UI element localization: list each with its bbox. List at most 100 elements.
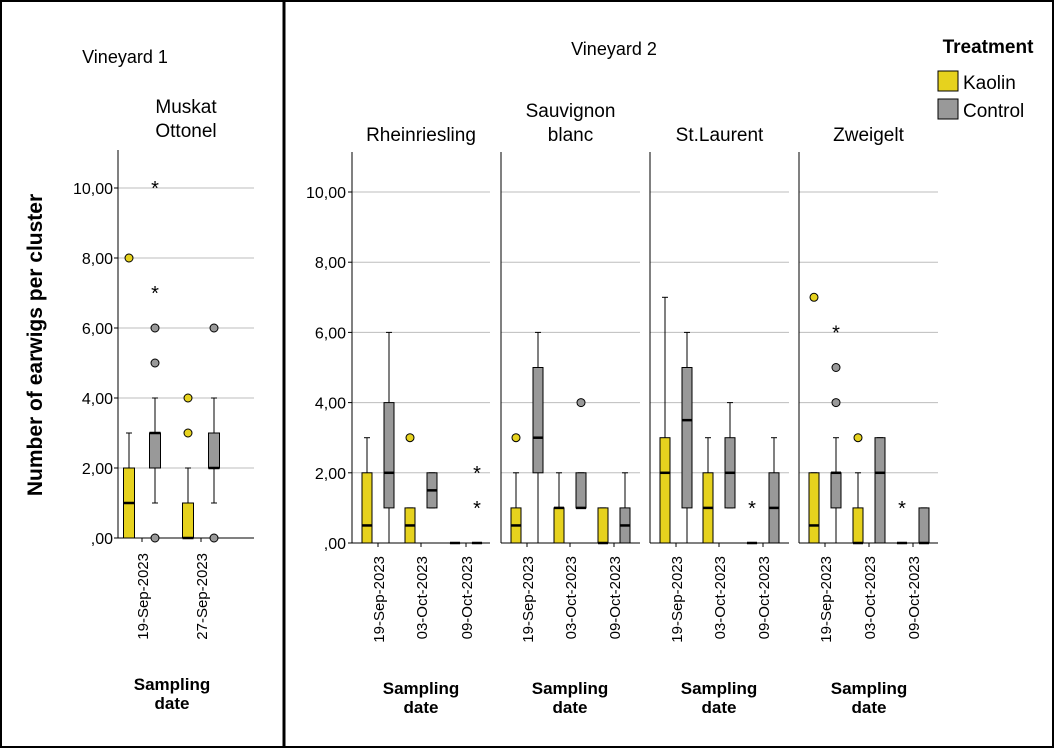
y-tick-label: ,00 (91, 531, 113, 548)
x-tick-label: 03-Oct-2023 (862, 556, 879, 639)
box-iqr (830, 472, 842, 509)
box-kaolin: * (746, 498, 758, 545)
panel-muskat-ottonel: ,00 2,00 4,00 6,00 8,00 10,00 Muskat Ottonel 19-… (73, 97, 254, 713)
x-tick-label: 19-Sep-2023 (520, 556, 537, 643)
extreme-point: * (748, 498, 756, 520)
box-control (575, 398, 587, 510)
outlier-point (183, 393, 193, 403)
panel-stlaurent: St.Laurent 19-Sep-2023 03-Oct-2023 09-Oct-2… (649, 125, 789, 717)
y-tick-label: ,00 (324, 536, 346, 553)
box-control (918, 507, 930, 545)
box-kaolin (553, 472, 565, 544)
panel-title: Zweigelt (833, 125, 904, 146)
extreme-point: * (832, 322, 840, 344)
extreme-point: * (151, 178, 159, 200)
outlier-point (183, 428, 193, 438)
x-axis-label: date (404, 698, 439, 717)
box-kaolin (361, 437, 373, 544)
box-iqr (553, 507, 565, 544)
x-tick-label: 03-Oct-2023 (563, 556, 580, 639)
box-iqr (149, 432, 161, 469)
box-kaolin (597, 507, 609, 545)
box-kaolin (123, 253, 135, 539)
outlier-point (150, 323, 160, 333)
vineyard-1-title: Vineyard 1 (82, 47, 168, 67)
box-iqr (918, 507, 930, 544)
box-kaolin (510, 433, 522, 544)
chart-panels: ,00 2,00 4,00 6,00 8,00 10,00 Muskat Ottonel 19-… (73, 97, 938, 717)
box-iqr (361, 472, 373, 544)
x-tick-label: 09-Oct-2023 (607, 556, 624, 639)
x-axis-label: Sampling (532, 679, 609, 698)
box-control (724, 402, 736, 509)
legend-label-kaolin: Kaolin (963, 73, 1016, 94)
x-tick-label: 19-Sep-2023 (818, 556, 835, 643)
box-control: ** (149, 178, 161, 543)
box-control: * (830, 322, 842, 544)
extreme-point: * (898, 498, 906, 520)
x-axis-label: date (553, 698, 588, 717)
box-iqr (575, 472, 587, 509)
x-axis-label: Sampling (681, 679, 758, 698)
outlier-point (576, 398, 586, 408)
outlier-point (209, 533, 219, 543)
box-iqr (659, 437, 671, 544)
box-iqr (681, 367, 693, 509)
box-control (768, 437, 780, 544)
box-kaolin (659, 296, 671, 544)
outlier-point (809, 292, 819, 302)
panel-title: Ottonel (155, 121, 216, 142)
legend-title: Treatment (943, 37, 1034, 58)
x-tick-label: 03-Oct-2023 (414, 556, 431, 639)
x-tick-label: 09-Oct-2023 (756, 556, 773, 639)
extreme-point: * (473, 498, 481, 520)
extreme-point: * (151, 283, 159, 305)
box-kaolin (808, 292, 820, 544)
box-control: ** (471, 463, 483, 545)
x-tick-label: 09-Oct-2023 (906, 556, 923, 639)
x-tick-label: 19-Sep-2023 (371, 556, 388, 643)
outlier-point (853, 433, 863, 443)
vineyard-2-title: Vineyard 2 (571, 39, 657, 59)
box-iqr (852, 507, 864, 544)
box-control (208, 323, 220, 543)
box-control (681, 331, 693, 544)
outlier-point (150, 358, 160, 368)
y-tick-label: 10,00 (73, 181, 113, 198)
legend-swatch-kaolin (937, 70, 959, 92)
box-iqr (182, 502, 194, 539)
x-tick-label: 19-Sep-2023 (135, 553, 152, 640)
outlier-point (209, 323, 219, 333)
x-tick-label: 03-Oct-2023 (712, 556, 729, 639)
y-tick-label: 10,00 (306, 185, 346, 202)
panel-sauvignon-blanc: Sauvignon blanc 19-Sep-2023 03-Oct-2023 09-O… (500, 101, 640, 717)
box-iqr (208, 432, 220, 469)
x-axis-label: Sampling (134, 675, 211, 694)
box-iqr (532, 367, 544, 474)
legend-label-control: Control (963, 101, 1024, 122)
outlier-point (124, 253, 134, 263)
y-tick-label: 8,00 (315, 255, 346, 272)
panel-zweigelt: Zweigelt 19-Sep-2023 03-Oct-2023 09-Oct-202… (798, 125, 938, 717)
outlier-point (405, 433, 415, 443)
x-axis-label: Sampling (383, 679, 460, 698)
x-tick-label: 27-Sep-2023 (194, 553, 211, 640)
y-axis-label: Number of earwigs per cluster (24, 194, 47, 496)
legend-swatch-control (937, 98, 959, 120)
outlier-point (831, 398, 841, 408)
x-axis-label: date (852, 698, 887, 717)
y-tick-label: 4,00 (315, 396, 346, 413)
y-tick-label: 2,00 (315, 466, 346, 483)
x-axis-label: date (702, 698, 737, 717)
box-kaolin (852, 433, 864, 545)
y-tick-label: 8,00 (82, 251, 113, 268)
outlier-point (831, 363, 841, 372)
box-kaolin (404, 433, 416, 544)
panel-title: Muskat (155, 97, 217, 118)
box-control (426, 472, 438, 509)
x-tick-label: 09-Oct-2023 (459, 556, 476, 639)
x-tick-label: 19-Sep-2023 (669, 556, 686, 643)
y-tick-label: 6,00 (315, 325, 346, 342)
